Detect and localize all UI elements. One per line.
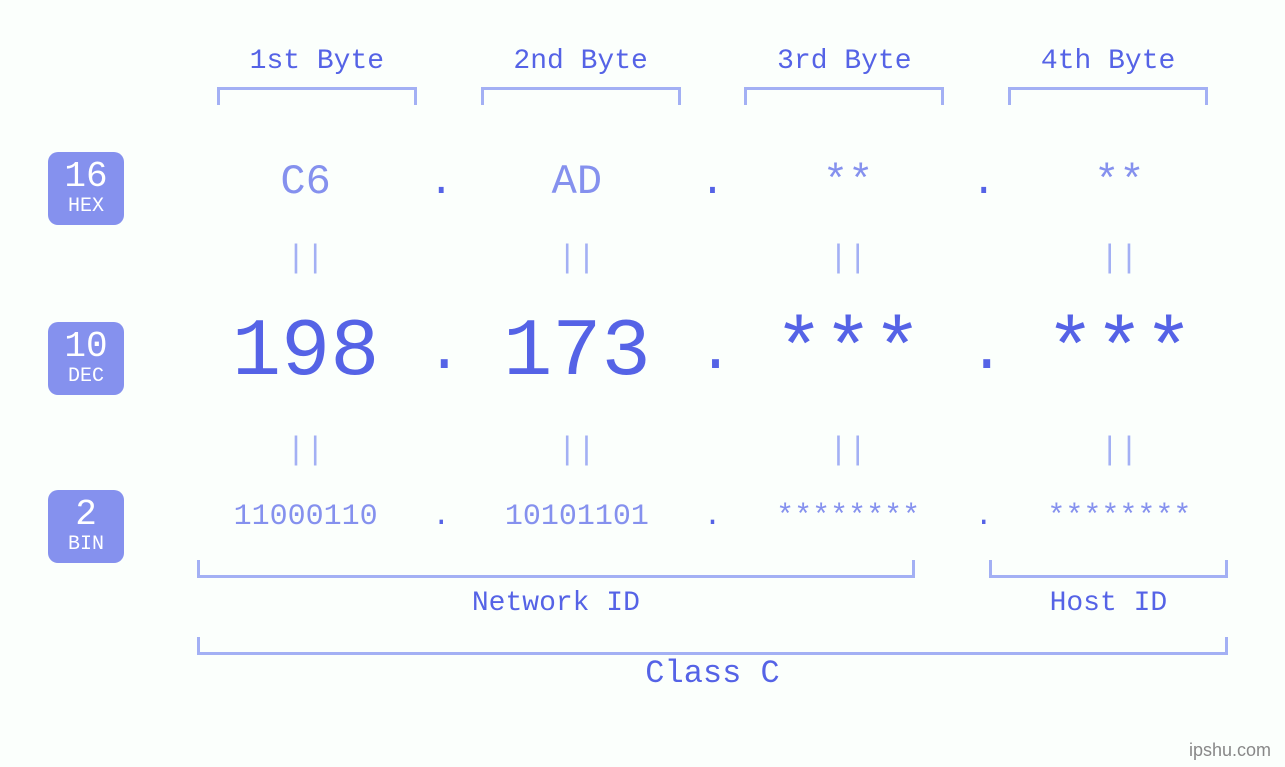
network-bracket (197, 560, 915, 578)
eq-row-1: || || || || (185, 240, 1240, 277)
bin-badge: 2 BIN (48, 490, 124, 563)
dec-badge-num: 10 (48, 328, 124, 366)
network-label: Network ID (197, 588, 915, 619)
dot: . (969, 500, 999, 534)
eq: || (728, 240, 969, 277)
hex-byte-4: ** (999, 158, 1240, 206)
dec-byte-4: *** (999, 306, 1240, 399)
hex-badge-num: 16 (48, 158, 124, 196)
bracket-top-1 (217, 87, 417, 105)
byte-header-2: 2nd Byte (456, 46, 706, 105)
dec-byte-1: 198 (185, 306, 426, 399)
hex-byte-3: ** (728, 158, 969, 206)
byte-headers-row: 1st Byte 2nd Byte 3rd Byte 4th Byte (185, 46, 1240, 105)
class-label: Class C (185, 655, 1240, 692)
class-bracket (197, 637, 1228, 655)
bin-byte-4: ******** (999, 500, 1240, 534)
bottom-brackets: Network ID Host ID Class C (185, 560, 1240, 692)
bracket-top-4 (1008, 87, 1208, 105)
byte-header-1: 1st Byte (192, 46, 442, 105)
watermark: ipshu.com (1189, 740, 1271, 761)
eq: || (185, 240, 426, 277)
dot: . (969, 319, 999, 387)
dec-badge: 10 DEC (48, 322, 124, 395)
byte-header-label: 1st Byte (192, 46, 442, 77)
eq: || (456, 432, 697, 469)
byte-header-4: 4th Byte (983, 46, 1233, 105)
hex-badge-label: HEX (48, 196, 124, 217)
hex-row: C6 . AD . ** . ** (185, 158, 1240, 206)
byte-header-3: 3rd Byte (719, 46, 969, 105)
host-bracket (989, 560, 1228, 578)
dot: . (698, 158, 728, 206)
dot: . (698, 500, 728, 534)
dec-byte-2: 173 (456, 306, 697, 399)
byte-header-label: 4th Byte (983, 46, 1233, 77)
hex-byte-1: C6 (185, 158, 426, 206)
eq-row-2: || || || || (185, 432, 1240, 469)
bin-byte-2: 10101101 (456, 500, 697, 534)
dot: . (426, 500, 456, 534)
dot: . (698, 319, 728, 387)
dec-row: 198 . 173 . *** . *** (185, 306, 1240, 399)
bracket-top-3 (744, 87, 944, 105)
eq: || (999, 432, 1240, 469)
bin-badge-label: BIN (48, 534, 124, 555)
bracket-top-2 (481, 87, 681, 105)
bin-badge-num: 2 (48, 496, 124, 534)
host-label: Host ID (989, 588, 1228, 619)
eq: || (728, 432, 969, 469)
eq: || (185, 432, 426, 469)
dot: . (969, 158, 999, 206)
bin-row: 11000110 . 10101101 . ******** . *******… (185, 500, 1240, 534)
dot: . (426, 319, 456, 387)
hex-byte-2: AD (456, 158, 697, 206)
dec-byte-3: *** (728, 306, 969, 399)
hex-badge: 16 HEX (48, 152, 124, 225)
dot: . (426, 158, 456, 206)
byte-header-label: 2nd Byte (456, 46, 706, 77)
bin-byte-1: 11000110 (185, 500, 426, 534)
bin-byte-3: ******** (728, 500, 969, 534)
eq: || (456, 240, 697, 277)
eq: || (999, 240, 1240, 277)
diagram-container: 1st Byte 2nd Byte 3rd Byte 4th Byte 16 H… (0, 0, 1285, 767)
dec-badge-label: DEC (48, 366, 124, 387)
byte-header-label: 3rd Byte (719, 46, 969, 77)
